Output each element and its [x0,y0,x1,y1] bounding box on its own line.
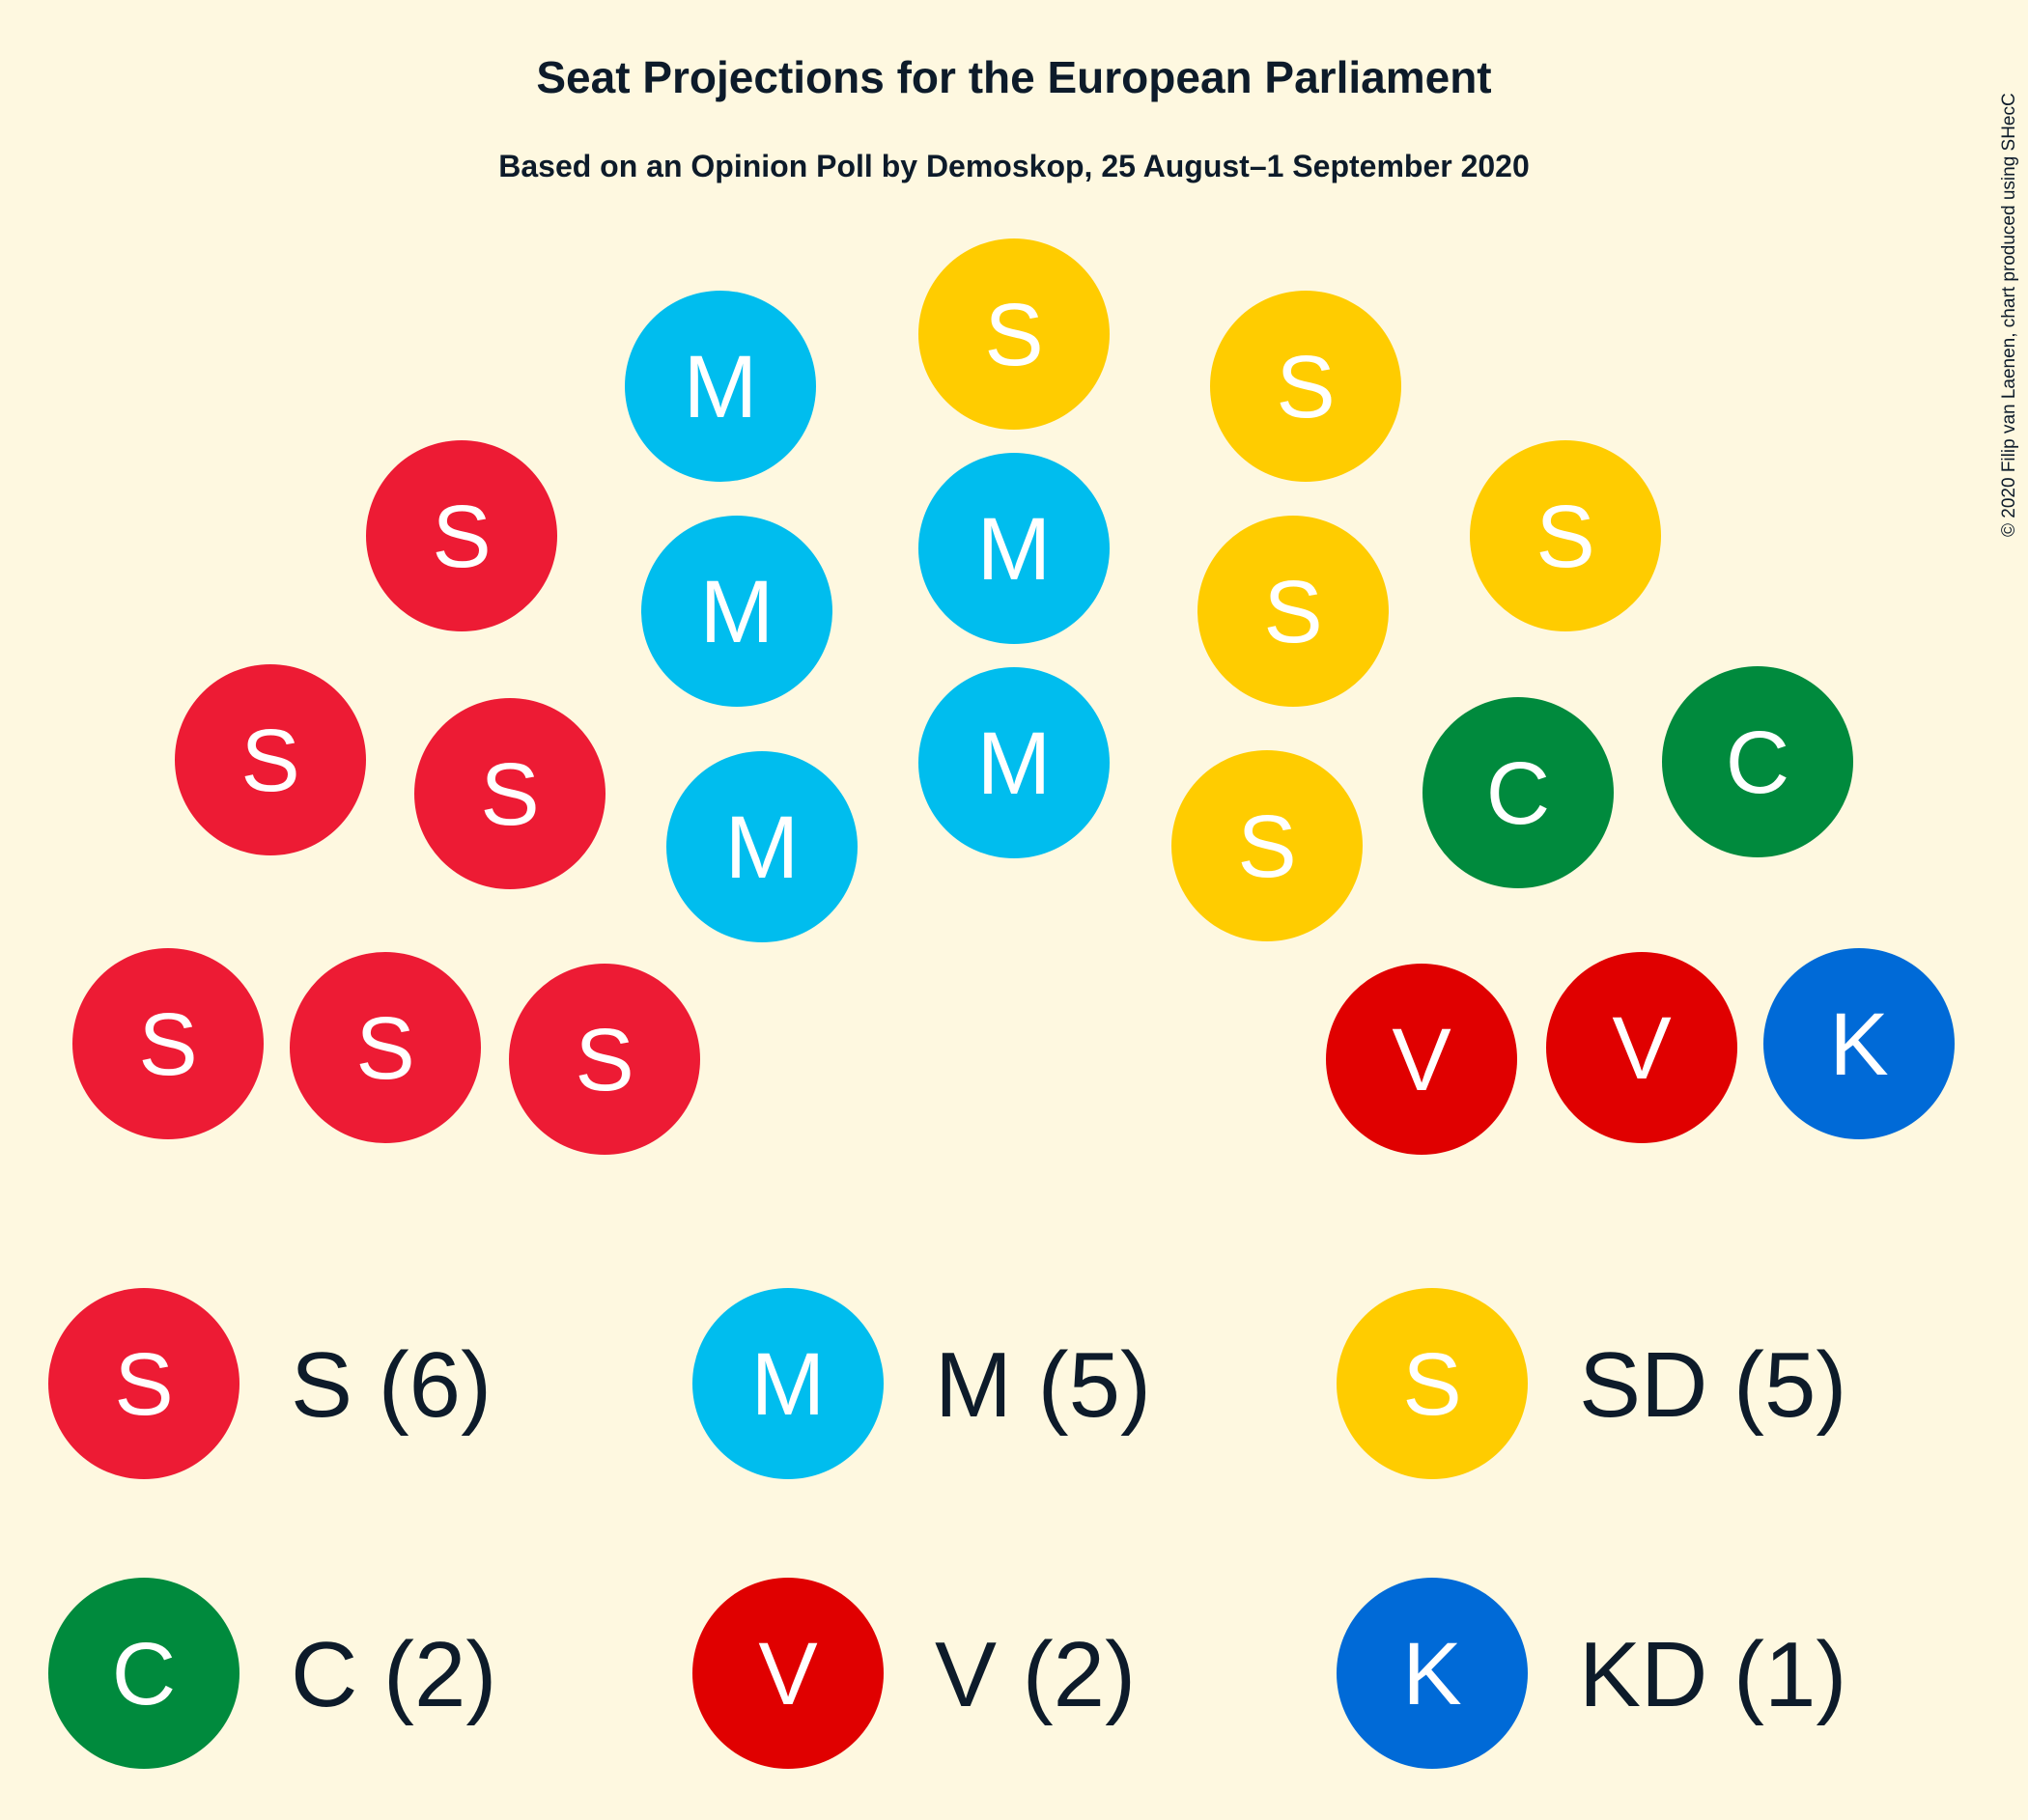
seat-letter-m-2: M [700,563,775,661]
legend-swatch-v [692,1578,884,1769]
seat-letter-m-3: M [684,338,758,436]
seat-letter-v-2: V [1612,999,1671,1098]
seat-s-6 [366,440,557,631]
seat-letter-s-1: S [138,995,197,1094]
credit-container: © 2020 Filip van Laenen, chart produced … [1999,17,2024,558]
seat-s-2 [290,952,481,1143]
seat-letter-sd-5: S [1535,488,1594,586]
seat-m-1 [666,751,858,942]
legend-swatch-sd [1337,1288,1528,1479]
seat-m-4 [918,667,1110,858]
seat-letter-sd-4: S [1276,338,1335,436]
legend-swatch-kd [1337,1578,1528,1769]
legend-swatch-m [692,1288,884,1479]
seat-s-5 [414,698,606,889]
seat-m-2 [641,516,832,707]
seat-sd-3 [1197,516,1389,707]
legend-label-v: V (2) [935,1623,1136,1726]
seat-letter-c-1: C [1486,744,1550,843]
seat-c-2 [1662,666,1853,857]
seat-letter-sd-1: S [984,286,1043,384]
legend-swatch-c [48,1578,239,1769]
seat-letter-s-4: S [240,712,299,810]
legend-label-c: C (2) [291,1623,496,1726]
seat-letter-s-2: S [355,999,414,1098]
legend-label-m: M (5) [935,1333,1151,1437]
seat-letter-s-3: S [575,1011,634,1109]
legend-swatch-letter-sd: S [1402,1335,1461,1434]
chart-subtitle: Based on an Opinion Poll by Demoskop, 25… [498,149,1530,183]
seat-letter-sd-3: S [1263,563,1322,661]
seat-letter-m-5: M [977,500,1052,599]
seat-letter-sd-2: S [1237,798,1296,896]
seat-sd-5 [1470,440,1661,631]
chart-title: Seat Projections for the European Parlia… [536,52,1491,102]
seat-m-3 [625,291,816,482]
legend-swatch-s [48,1288,239,1479]
seat-letter-s-5: S [480,745,539,844]
seat-letter-m-1: M [725,798,800,897]
credit-text: © 2020 Filip van Laenen, chart produced … [1999,93,2019,537]
seat-m-5 [918,453,1110,644]
seat-v-1 [1326,964,1517,1155]
seat-sd-2 [1171,750,1363,941]
seat-letter-kd-1: K [1829,995,1888,1094]
seat-group: S S S S S S M M M M M S S S S S C C V V K [72,238,1955,1155]
seat-sd-4 [1210,291,1401,482]
legend-swatch-letter-m: M [751,1335,826,1434]
legend-swatch-letter-kd: K [1402,1625,1461,1723]
seat-s-1 [72,948,264,1139]
seat-letter-v-1: V [1392,1011,1451,1109]
seat-letter-m-4: M [977,714,1052,813]
seat-letter-s-6: S [432,488,491,586]
legend-label-sd: SD (5) [1579,1333,1846,1437]
seat-kd-1 [1763,948,1955,1139]
seat-s-3 [509,964,700,1155]
seat-sd-1 [918,238,1110,430]
legend: S S (6) M M (5) S SD (5) C C (2) V V (2) K KD (1) [48,1288,1846,1769]
legend-swatch-letter-s: S [114,1335,173,1434]
seat-c-1 [1422,697,1614,888]
legend-swatch-letter-v: V [758,1625,817,1723]
legend-label-s: S (6) [291,1333,492,1437]
seat-letter-c-2: C [1726,714,1789,812]
legend-label-kd: KD (1) [1579,1623,1846,1726]
legend-swatch-letter-c: C [112,1625,176,1723]
seat-s-4 [175,664,366,855]
seat-v-2 [1546,952,1737,1143]
